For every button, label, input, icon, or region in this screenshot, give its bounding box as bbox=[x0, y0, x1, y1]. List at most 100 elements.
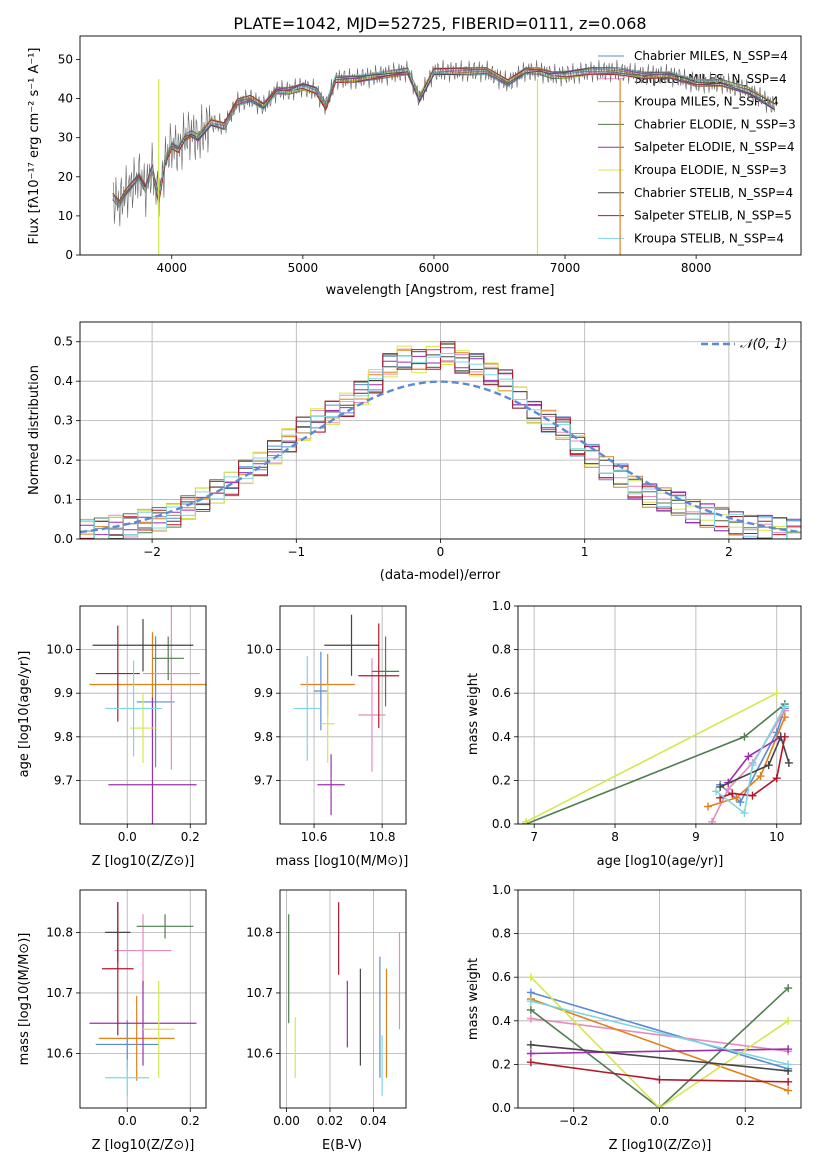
weight-marker bbox=[784, 1045, 793, 1054]
y-tick-label: 50 bbox=[58, 52, 73, 66]
y-tick-label: 0.5 bbox=[54, 335, 73, 349]
legend-label: Kroupa MILES, N_SSP=4 bbox=[634, 95, 779, 109]
weight-marker bbox=[756, 772, 765, 781]
legend-label: Kroupa STELIB, N_SSP=4 bbox=[634, 231, 784, 245]
x-tick-label: 10.8 bbox=[369, 830, 396, 844]
x-tick-label: 2 bbox=[725, 545, 733, 559]
axes-frame bbox=[517, 605, 802, 825]
weight-line bbox=[530, 1000, 789, 1066]
histogram-series bbox=[80, 353, 801, 539]
mass-weight-vs-z-ylabel: mass weight bbox=[466, 958, 481, 1040]
weight-marker bbox=[784, 984, 793, 993]
spectrum-line bbox=[112, 67, 776, 204]
x-tick-label: 0.00 bbox=[273, 1114, 300, 1128]
x-tick-label: 7000 bbox=[550, 261, 581, 275]
x-tick-label: 0.04 bbox=[360, 1114, 387, 1128]
weight-marker bbox=[744, 752, 753, 761]
x-tick-label: 8 bbox=[611, 830, 619, 844]
y-tick-label: 1.0 bbox=[492, 599, 511, 613]
spectrum-line bbox=[112, 67, 776, 204]
x-tick-label: 5000 bbox=[288, 261, 319, 275]
y-tick-label: 0 bbox=[65, 248, 73, 262]
x-tick-label: 6000 bbox=[419, 261, 450, 275]
normal-curve bbox=[80, 380, 801, 534]
y-tick-label: 10.8 bbox=[46, 925, 73, 939]
mass_weight_vs_z-plot-area bbox=[526, 973, 793, 1108]
mass-weight-vs-age-ylabel: mass weight bbox=[466, 673, 481, 755]
y-tick-label: 9.9 bbox=[254, 686, 273, 700]
y-tick-label: 10 bbox=[58, 209, 73, 223]
y-tick-label: 20 bbox=[58, 170, 73, 184]
spectrum-plot-area bbox=[112, 59, 776, 255]
age-vs-z-ylabel: age [log10(age/yr)] bbox=[17, 651, 32, 778]
weight-marker bbox=[526, 997, 535, 1006]
y-tick-label: 0.1 bbox=[54, 493, 73, 507]
y-tick-label: 9.9 bbox=[54, 686, 73, 700]
weight-line bbox=[530, 976, 789, 1108]
x-tick-label: 0.0 bbox=[118, 1114, 137, 1128]
weight-marker bbox=[526, 1005, 535, 1014]
weight-line bbox=[530, 1017, 789, 1053]
weight-line bbox=[719, 734, 790, 788]
weight-marker bbox=[748, 791, 757, 800]
age_vs_mass-marks: 10.6 10.8 9.7 9.8 9.9 10.0 bbox=[246, 605, 407, 844]
y-tick-label: 0.8 bbox=[492, 643, 511, 657]
x-tick-label: 4000 bbox=[156, 261, 187, 275]
weight-line bbox=[530, 1044, 789, 1072]
y-tick-label: 9.8 bbox=[54, 730, 73, 744]
y-tick-label: 0.2 bbox=[492, 773, 511, 787]
weight-line bbox=[525, 692, 778, 823]
age_vs_z-plot-area bbox=[89, 606, 206, 824]
spectrum-line bbox=[112, 67, 776, 204]
x-tick-label: 0.2 bbox=[181, 1114, 200, 1128]
weight-line bbox=[530, 991, 789, 1070]
y-tick-label: 0.6 bbox=[492, 686, 511, 700]
y-tick-label: 10.6 bbox=[46, 1047, 73, 1061]
age_vs_z-marks: 0.0 0.2 9.7 9.8 9.9 10.0 bbox=[46, 605, 207, 844]
weight-marker bbox=[526, 1014, 535, 1023]
legend-label: Salpeter ELODIE, N_SSP=4 bbox=[634, 140, 795, 154]
x-tick-label: 7 bbox=[530, 830, 538, 844]
weight-marker bbox=[748, 761, 757, 770]
mass-vs-z-panel: Z [log10(Z/Z⊙)] mass [log10(M/M⊙)] bbox=[17, 933, 194, 1153]
legend-label: Chabrier ELODIE, N_SSP=3 bbox=[634, 117, 796, 131]
legend-label: Chabrier MILES, N_SSP=4 bbox=[634, 49, 788, 63]
weight-marker bbox=[732, 793, 741, 802]
spectrum-ylabel: Flux [fλ10⁻¹⁷ erg cm⁻² s⁻¹ A⁻¹] bbox=[27, 48, 42, 245]
weight-marker bbox=[740, 732, 749, 741]
spectrum-line bbox=[112, 67, 776, 203]
x-tick-label: 0 bbox=[437, 545, 445, 559]
legend-label: Kroupa ELODIE, N_SSP=3 bbox=[634, 163, 787, 177]
y-tick-label: 0.4 bbox=[492, 1014, 511, 1028]
y-tick-label: 40 bbox=[58, 92, 73, 106]
weight-marker bbox=[526, 973, 535, 982]
residuals-panel: (data-model)/error Normed distribution 𝒩… bbox=[27, 337, 787, 583]
y-tick-label: 0.3 bbox=[54, 414, 73, 428]
weight-marker bbox=[764, 761, 773, 770]
mass_vs_ebv-plot-area bbox=[288, 902, 401, 1096]
y-tick-label: 0.2 bbox=[492, 1057, 511, 1071]
observed-spectrum bbox=[112, 59, 775, 227]
mass_vs_z-plot-area bbox=[89, 902, 197, 1096]
weight-marker bbox=[708, 817, 717, 824]
x-tick-label: 0.0 bbox=[118, 830, 137, 844]
axes-frame bbox=[279, 605, 407, 825]
y-tick-label: 10.8 bbox=[246, 925, 273, 939]
weight-marker bbox=[526, 1058, 535, 1067]
weight-marker bbox=[704, 802, 713, 811]
axes-frame bbox=[79, 605, 207, 825]
legend-label: Chabrier STELIB, N_SSP=4 bbox=[634, 186, 793, 200]
weight-marker bbox=[655, 1075, 664, 1084]
weight-line bbox=[530, 987, 789, 1108]
weight-marker bbox=[780, 702, 789, 711]
mass_vs_z-marks: 0.0 0.2 10.6 10.7 10.8 bbox=[46, 889, 207, 1128]
weight-marker bbox=[728, 789, 737, 798]
weight-marker bbox=[780, 732, 789, 741]
x-tick-label: 10 bbox=[769, 830, 784, 844]
weight-marker bbox=[784, 758, 793, 767]
x-tick-label: 0.2 bbox=[736, 1114, 755, 1128]
y-tick-label: 10.7 bbox=[246, 986, 273, 1000]
weight-marker bbox=[712, 787, 721, 796]
axes-frame bbox=[517, 889, 802, 1109]
